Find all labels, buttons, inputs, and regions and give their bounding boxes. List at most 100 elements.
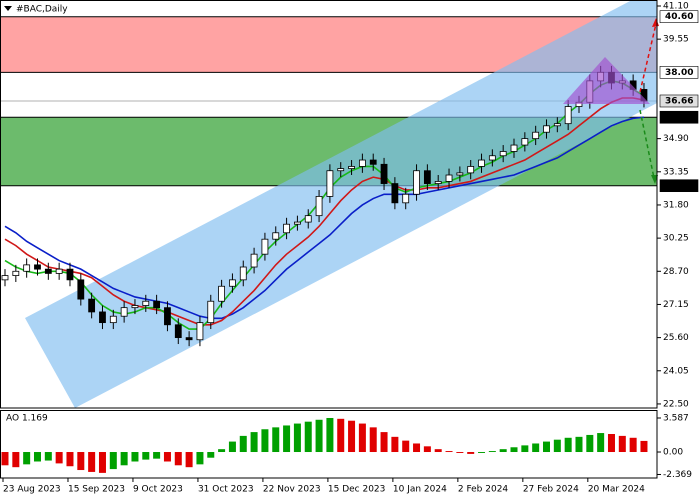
ao-bar bbox=[499, 449, 507, 453]
y-tick-label: 30.25 bbox=[663, 234, 689, 244]
ao-bar bbox=[66, 452, 74, 467]
candle-body bbox=[44, 268, 52, 274]
ao-bar bbox=[413, 443, 421, 453]
ao-bar bbox=[283, 425, 291, 453]
ao-bar bbox=[402, 440, 410, 453]
candle-body bbox=[120, 307, 128, 317]
y-tick-label: 41.10 bbox=[663, 1, 689, 11]
ao-bar bbox=[120, 452, 128, 466]
level-label: 36.66 bbox=[665, 96, 693, 106]
candle-body bbox=[77, 279, 85, 300]
y-tick-label: -2.369 bbox=[663, 470, 692, 480]
candle-body bbox=[413, 170, 420, 195]
x-tick-label: 27 Feb 2024 bbox=[523, 485, 579, 495]
ao-bar bbox=[174, 452, 182, 466]
ao-bar bbox=[218, 449, 226, 453]
ao-bar bbox=[618, 435, 626, 453]
ao-bar bbox=[337, 418, 345, 453]
candle-body bbox=[348, 166, 355, 169]
ao-bar bbox=[456, 452, 464, 453]
ao-bar bbox=[597, 433, 605, 453]
candle-body bbox=[218, 285, 226, 302]
ao-bar bbox=[553, 439, 561, 453]
x-tick-label: 2 Feb 2024 bbox=[458, 485, 509, 495]
bear-arrow bbox=[639, 109, 655, 179]
candle-body bbox=[543, 125, 550, 133]
candle-body bbox=[283, 223, 290, 234]
y-tick-label: 3.587 bbox=[663, 413, 689, 423]
ao-bar bbox=[250, 432, 258, 453]
candle-body bbox=[239, 266, 247, 281]
ao-bar bbox=[380, 432, 388, 453]
level-label: 40.60 bbox=[665, 12, 693, 22]
candle-body bbox=[261, 238, 269, 255]
x-tick-label: 15 Sep 2023 bbox=[68, 485, 125, 495]
candle-body bbox=[109, 315, 117, 324]
candle-body bbox=[337, 168, 345, 172]
level-label-box bbox=[659, 66, 699, 79]
y-tick-label: 27.15 bbox=[663, 300, 689, 310]
ao-bar bbox=[228, 441, 236, 453]
ao-bar bbox=[391, 436, 399, 453]
ao-bar bbox=[261, 429, 269, 453]
ao-bar bbox=[196, 452, 204, 465]
candle-body bbox=[229, 279, 236, 287]
ao-bar bbox=[543, 441, 550, 453]
y-tick-label: 34.90 bbox=[663, 134, 689, 144]
x-tick-label: 22 Nov 2023 bbox=[263, 485, 321, 495]
y-tick-label: 24.05 bbox=[663, 366, 689, 376]
candle-body bbox=[326, 170, 334, 197]
bull-arrow bbox=[639, 23, 657, 93]
ao-bar bbox=[293, 423, 301, 453]
y-tick-label: 33.35 bbox=[663, 167, 689, 177]
candle-body bbox=[66, 268, 74, 281]
candle-body bbox=[499, 151, 507, 157]
ao-bar bbox=[564, 437, 572, 453]
candle-body bbox=[142, 300, 150, 306]
candle-body bbox=[456, 172, 464, 176]
ao-bar bbox=[358, 423, 366, 453]
trend-channel bbox=[25, 0, 657, 408]
x-tick-label: 15 Dec 2023 bbox=[328, 485, 386, 495]
y-tick-label: 28.70 bbox=[663, 267, 689, 277]
candle-body bbox=[564, 106, 572, 125]
ao-bar bbox=[434, 449, 442, 453]
candle-body bbox=[34, 264, 41, 270]
ao-bar bbox=[33, 452, 41, 462]
ao-bar bbox=[640, 440, 648, 453]
ao-bar bbox=[239, 435, 247, 453]
candle-body bbox=[272, 232, 280, 240]
candle-body bbox=[12, 270, 20, 276]
ao-bar bbox=[153, 452, 161, 459]
candle-body bbox=[434, 181, 442, 184]
x-tick-label: 31 Oct 2023 bbox=[198, 485, 254, 495]
candle-body bbox=[553, 123, 561, 127]
ao-bar bbox=[467, 452, 475, 454]
candle-body bbox=[521, 138, 529, 146]
level-label-box bbox=[659, 94, 699, 108]
ao-bar bbox=[607, 433, 615, 453]
x-tick-label: 23 Aug 2023 bbox=[3, 485, 61, 495]
ao-bar bbox=[88, 452, 96, 472]
ao-bar bbox=[1, 452, 9, 466]
y-tick-label: 25.60 bbox=[663, 333, 689, 343]
ao-bar bbox=[272, 427, 280, 453]
candle-body bbox=[380, 163, 388, 184]
ao-bar bbox=[315, 419, 323, 453]
candle-body bbox=[1, 275, 9, 281]
candle-body bbox=[196, 322, 204, 341]
level-label: 32.70 bbox=[665, 181, 693, 191]
ao-bar bbox=[185, 452, 193, 468]
candle-body bbox=[478, 159, 485, 167]
x-tick-label: 20 Mar 2024 bbox=[588, 485, 645, 495]
ao-bar bbox=[629, 437, 637, 453]
ao-bar bbox=[131, 452, 139, 462]
candle-body bbox=[153, 300, 161, 309]
ao-bar bbox=[510, 447, 518, 453]
ao-bar bbox=[478, 452, 486, 453]
bear-arrow-head bbox=[651, 175, 658, 184]
level-label-box bbox=[659, 10, 699, 23]
ao-frame bbox=[0, 410, 658, 479]
candle-body bbox=[467, 166, 475, 174]
candle-body bbox=[294, 221, 301, 225]
